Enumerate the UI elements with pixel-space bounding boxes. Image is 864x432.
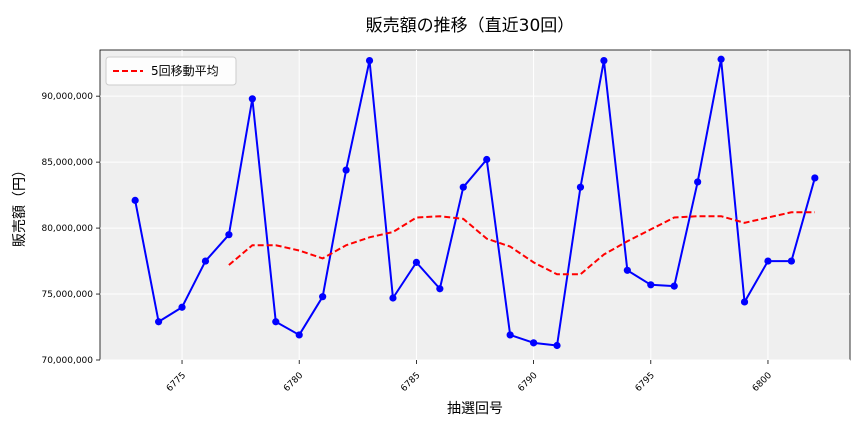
sales-point <box>389 294 397 302</box>
sales-point <box>694 178 702 186</box>
sales-point <box>225 231 233 239</box>
sales-point <box>436 285 444 293</box>
sales-point <box>529 339 538 347</box>
sales-point <box>670 282 678 290</box>
sales-point <box>365 56 374 65</box>
legend: 5回移動平均 <box>105 56 237 86</box>
chart-title: 販売額の推移（直近30回） <box>366 16 575 36</box>
x-tick-label: 6795 <box>634 371 657 394</box>
sales-point <box>600 56 608 65</box>
sales-point <box>764 257 772 265</box>
sales-point <box>272 318 280 326</box>
sales-series-line <box>134 58 816 347</box>
sales-point <box>459 183 467 191</box>
x-tick-label: 6800 <box>751 371 774 394</box>
y-tick-label: 80,000,000 <box>41 224 93 234</box>
x-tick-label: 6790 <box>516 371 539 394</box>
sales-point <box>811 174 819 182</box>
x-axis-ticks: 6775 6780 6785 6790 6795 6800 <box>165 360 774 394</box>
sales-point <box>483 155 491 164</box>
legend-box <box>105 56 237 86</box>
x-tick-label: 6775 <box>165 371 188 394</box>
x-tick-label: 6785 <box>399 371 422 394</box>
sales-point <box>412 258 421 266</box>
y-axis-ticks: 70,000,000 75,000,000 80,000,000 85,000,000… <box>41 92 100 366</box>
sales-point <box>647 281 655 289</box>
sales-point <box>319 293 327 301</box>
legend-label-moving-average: 5回移動平均 <box>151 64 219 78</box>
sales-point <box>740 298 749 306</box>
sales-point <box>623 266 631 274</box>
x-tick-label: 6780 <box>282 371 305 394</box>
y-tick-label: 85,000,000 <box>41 158 93 168</box>
sales-point <box>295 331 303 339</box>
sales-point <box>553 341 561 350</box>
sales-point <box>131 196 139 204</box>
sales-point <box>787 257 796 265</box>
sales-point <box>248 95 256 103</box>
y-tick-label: 90,000,000 <box>41 92 93 102</box>
sales-point <box>178 303 186 311</box>
sales-point <box>201 257 210 265</box>
sales-point <box>506 331 514 339</box>
y-tick-label: 75,000,000 <box>41 290 93 300</box>
x-axis-title: 抽選回号 <box>447 401 503 417</box>
sales-point <box>576 183 585 191</box>
sales-point <box>717 55 725 63</box>
y-tick-label: 70,000,000 <box>41 356 93 366</box>
sales-point <box>154 318 163 326</box>
series-layer <box>131 55 819 350</box>
sales-point <box>342 166 350 174</box>
y-axis-title: 販売額（円） <box>12 163 28 247</box>
